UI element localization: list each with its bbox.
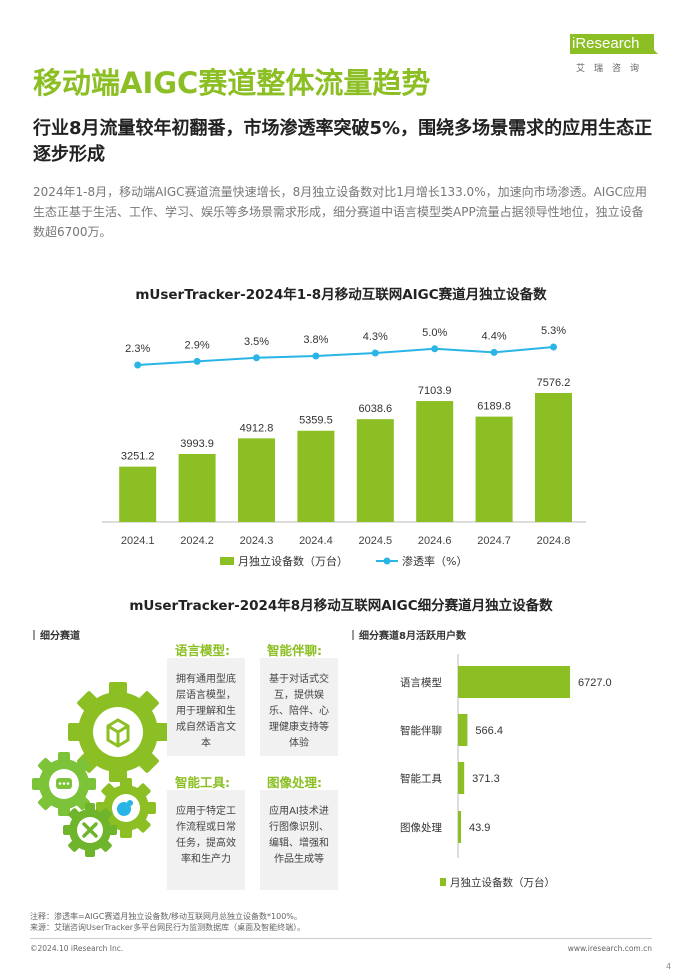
line-point-2024.2: [193, 357, 201, 365]
x-tick-2024.6: 2024.6: [418, 535, 452, 547]
segment-tools-heading: 智能工具:: [175, 775, 230, 790]
hbar-value-智能伴聊: 566.4: [475, 725, 503, 737]
bar-label-2024.6: 7103.9: [418, 385, 452, 397]
hbar-value-图像处理: 43.9: [469, 822, 490, 834]
legend-bar-swatch: [220, 557, 234, 565]
segment-tools-card: 应用于特定工作流程或日常任务，提高效率和生产力: [167, 790, 245, 890]
bar-2024.3: [238, 438, 275, 522]
bar-2024.7: [475, 416, 513, 522]
hbar-category-智能伴聊: 智能伴聊: [400, 724, 442, 737]
line-label-2024.8: 5.3%: [541, 325, 566, 337]
iresearch-logo: iResearch 艾瑞咨询: [566, 32, 666, 74]
copyright: ©2024.10 iResearch Inc.: [30, 944, 124, 953]
x-tick-2024.2: 2024.2: [180, 535, 214, 547]
hbar-语言模型: [458, 666, 570, 698]
bar-label-2024.4: 5359.5: [299, 415, 333, 427]
legend2-label: 月独立设备数（万台）: [450, 876, 555, 889]
tools-gear-icon: [63, 803, 117, 857]
segment-companion-card: 基于对话式交互，提供娱乐、陪伴、心理健康支持等体验: [260, 658, 338, 756]
line-label-2024.1: 2.3%: [125, 343, 150, 355]
penetration-line: [137, 346, 554, 366]
bar-2024.6: [416, 401, 454, 522]
footer-divider: [30, 938, 652, 939]
bar-label-2024.2: 3993.9: [180, 438, 214, 450]
legend-line-label: 渗透率（%）: [402, 554, 467, 568]
line-label-2024.4: 3.8%: [303, 334, 328, 346]
intro-paragraph: 2024年1-8月，移动端AIGC赛道流量快速增长，8月独立设备数对比1月增长1…: [33, 185, 648, 239]
bar-label-2024.1: 3251.2: [121, 451, 155, 463]
footnote-source: 来源：艾瑞咨询UserTracker多平台网民行为监测数据库（桌面及智能终端）。: [30, 923, 306, 932]
bar-2024.5: [356, 419, 394, 522]
segment-devices-chart: 语言模型 6727.0 智能伴聊 566.4 智能工具 371.3 图像处理 43.9 月独立设…: [400, 654, 612, 889]
legend2-swatch: [440, 878, 446, 886]
segment-section-label: 细分赛道: [33, 627, 80, 642]
bar-label-2024.5: 6038.6: [358, 403, 392, 415]
hbar-value-智能工具: 371.3: [472, 773, 500, 785]
line-point-2024.4: [312, 352, 320, 360]
line-label-2024.2: 2.9%: [185, 339, 210, 351]
page-subtitle: 行业8月流量较年初翻番，市场渗透率突破5%，围绕多场景需求的应用生态正逐步形成: [33, 118, 653, 165]
bar-label-2024.8: 7576.2: [537, 377, 571, 389]
bar-2024.1: [119, 466, 157, 522]
line-label-2024.5: 4.3%: [363, 331, 388, 343]
chart2-title: mUserTracker-2024年8月移动互联网AIGC细分赛道月独立设备数: [129, 598, 553, 614]
logo-chinese-name: 艾瑞咨询: [576, 64, 649, 74]
x-tick-2024.4: 2024.4: [299, 535, 333, 547]
hbar-value-语言模型: 6727.0: [578, 677, 612, 689]
segment-users-section-label: 细分赛道8月活跃用户数: [352, 627, 466, 642]
line-point-2024.1: [134, 361, 142, 369]
line-label-2024.6: 5.0%: [422, 327, 447, 339]
hbar-category-智能工具: 智能工具: [400, 772, 442, 785]
segment-language-model-heading: 语言模型:: [175, 643, 230, 658]
x-tick-2024.5: 2024.5: [358, 535, 392, 547]
x-tick-2024.8: 2024.8: [537, 535, 571, 547]
hbar-category-图像处理: 图像处理: [400, 822, 442, 834]
x-tick-2024.1: 2024.1: [121, 535, 155, 547]
segment-language-model-card: 拥有通用型底层语言模型，用于理解和生成自然语言文本: [167, 658, 245, 756]
segment-companion-heading: 智能伴聊:: [267, 643, 322, 658]
hbar-category-语言模型: 语言模型: [400, 676, 442, 689]
bar-label-2024.7: 6189.8: [477, 401, 511, 413]
x-tick-2024.7: 2024.7: [477, 535, 511, 547]
chat-gear-icon: [32, 752, 96, 816]
segment-image-heading: 图像处理:: [267, 775, 322, 790]
gears-illustration: [32, 682, 168, 857]
footnote-note: 注释：渗透率=AIGC赛道月独立设备数/移动互联网月总独立设备数*100%。: [30, 912, 302, 921]
bar-2024.2: [178, 453, 216, 522]
x-tick-2024.3: 2024.3: [240, 535, 274, 547]
logo-badge-icon: iResearch: [570, 34, 658, 54]
website-link[interactable]: www.iresearch.com.cn: [567, 944, 652, 953]
line-label-2024.3: 3.5%: [244, 336, 269, 348]
line-label-2024.7: 4.4%: [482, 330, 507, 342]
hbar-智能工具: [458, 762, 465, 794]
legend-line-dot: [383, 557, 391, 565]
page-title: 移动端AIGC赛道整体流量趋势: [33, 66, 431, 100]
bar-2024.4: [297, 430, 335, 522]
line-point-2024.5: [371, 349, 379, 357]
hbar-图像处理: [458, 811, 461, 843]
monthly-devices-chart: 3251.2 2024.1 3993.9 2024.2 4912.8 2024.3 5359…: [102, 325, 586, 568]
chart1-title: mUserTracker-2024年1-8月移动互联网AIGC赛道月独立设备数: [135, 287, 547, 303]
line-point-2024.6: [431, 345, 439, 353]
image-gear-icon: [96, 778, 156, 838]
footnote: 注释：渗透率=AIGC赛道月独立设备数/移动互联网月总独立设备数*100%。 来…: [30, 911, 305, 933]
segment-image-card: 应用AI技术进行图像识别、编辑、增强和作品生成等: [260, 790, 338, 890]
legend-bar-label: 月独立设备数（万台）: [238, 554, 348, 568]
svg-text:iResearch: iResearch: [572, 35, 640, 52]
line-point-2024.8: [550, 343, 557, 351]
bar-label-2024.3: 4912.8: [240, 422, 274, 434]
line-point-2024.7: [490, 348, 498, 356]
hbar-智能伴聊: [458, 714, 468, 746]
page-number: 4: [666, 962, 672, 971]
bar-2024.8: [535, 393, 572, 522]
line-point-2024.3: [253, 354, 260, 362]
